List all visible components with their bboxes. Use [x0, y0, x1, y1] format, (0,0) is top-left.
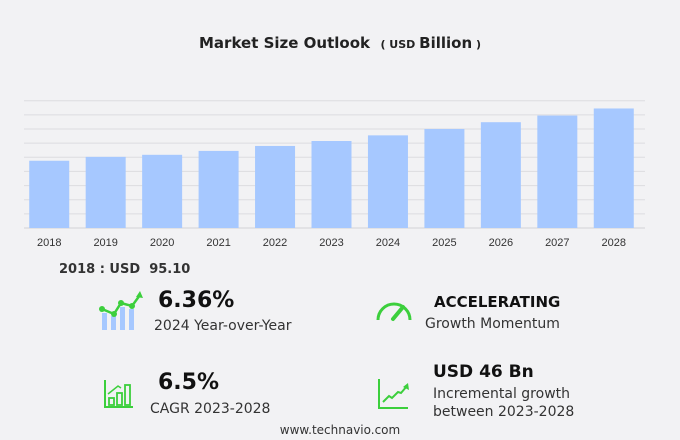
incremental-label-1: Incremental growth	[433, 386, 571, 402]
bar-2028	[593, 108, 634, 228]
unit-label: ( USD Billion )	[380, 34, 481, 52]
bar-2019	[85, 156, 126, 228]
x-tick-label: 2023	[319, 237, 343, 249]
bar-line-chart-icon	[99, 291, 143, 330]
bar-2023	[311, 141, 352, 228]
x-tick-label: 2026	[489, 237, 513, 249]
line-growth-icon	[378, 379, 409, 409]
bar-2022	[255, 145, 296, 228]
x-tick-label: 2027	[545, 237, 569, 249]
x-tick-label: 2024	[376, 237, 400, 249]
x-tick-label: 2019	[93, 237, 117, 249]
cagr-value: 6.5%	[158, 370, 220, 395]
highlight-value: 2018 : USD 95.10	[59, 262, 191, 277]
yoy-label: 2024 Year-over-Year	[154, 318, 292, 334]
bar-2026	[480, 122, 521, 228]
unit-text: Billion	[419, 34, 473, 52]
bar-2024	[367, 135, 408, 228]
bar-2021	[198, 150, 239, 228]
chart-title: Market Size Outlook ( USD Billion )	[0, 34, 680, 52]
yoy-value: 6.36%	[158, 288, 235, 313]
incremental-label-2: between 2023-2028	[433, 404, 575, 420]
footer-url: www.technavio.com	[279, 423, 401, 437]
x-tick-label: 2021	[206, 237, 230, 249]
bar-2027	[537, 115, 578, 228]
bar-2020	[142, 154, 183, 228]
x-tick-label: 2022	[263, 237, 287, 249]
x-tick-label: 2025	[432, 237, 456, 249]
momentum-label: Growth Momentum	[425, 316, 560, 332]
bar-chart: 2018 2019 2020 2021 2022 2023 2024 2025 2026 2027…	[24, 100, 645, 249]
x-tick-label: 2018	[37, 237, 61, 249]
x-tick-label: 2020	[150, 237, 174, 249]
speedometer-icon	[376, 302, 412, 321]
bar-growth-icon	[104, 380, 133, 408]
cagr-label: CAGR 2023-2028	[150, 401, 271, 417]
bar-2025	[424, 128, 465, 228]
unit-prefix: USD	[389, 38, 416, 51]
incremental-value: USD 46 Bn	[433, 362, 534, 382]
title-text: Market Size Outlook	[199, 34, 370, 52]
bar-2018	[29, 160, 70, 228]
x-tick-label: 2028	[602, 237, 626, 249]
momentum-value: ACCELERATING	[434, 293, 561, 311]
